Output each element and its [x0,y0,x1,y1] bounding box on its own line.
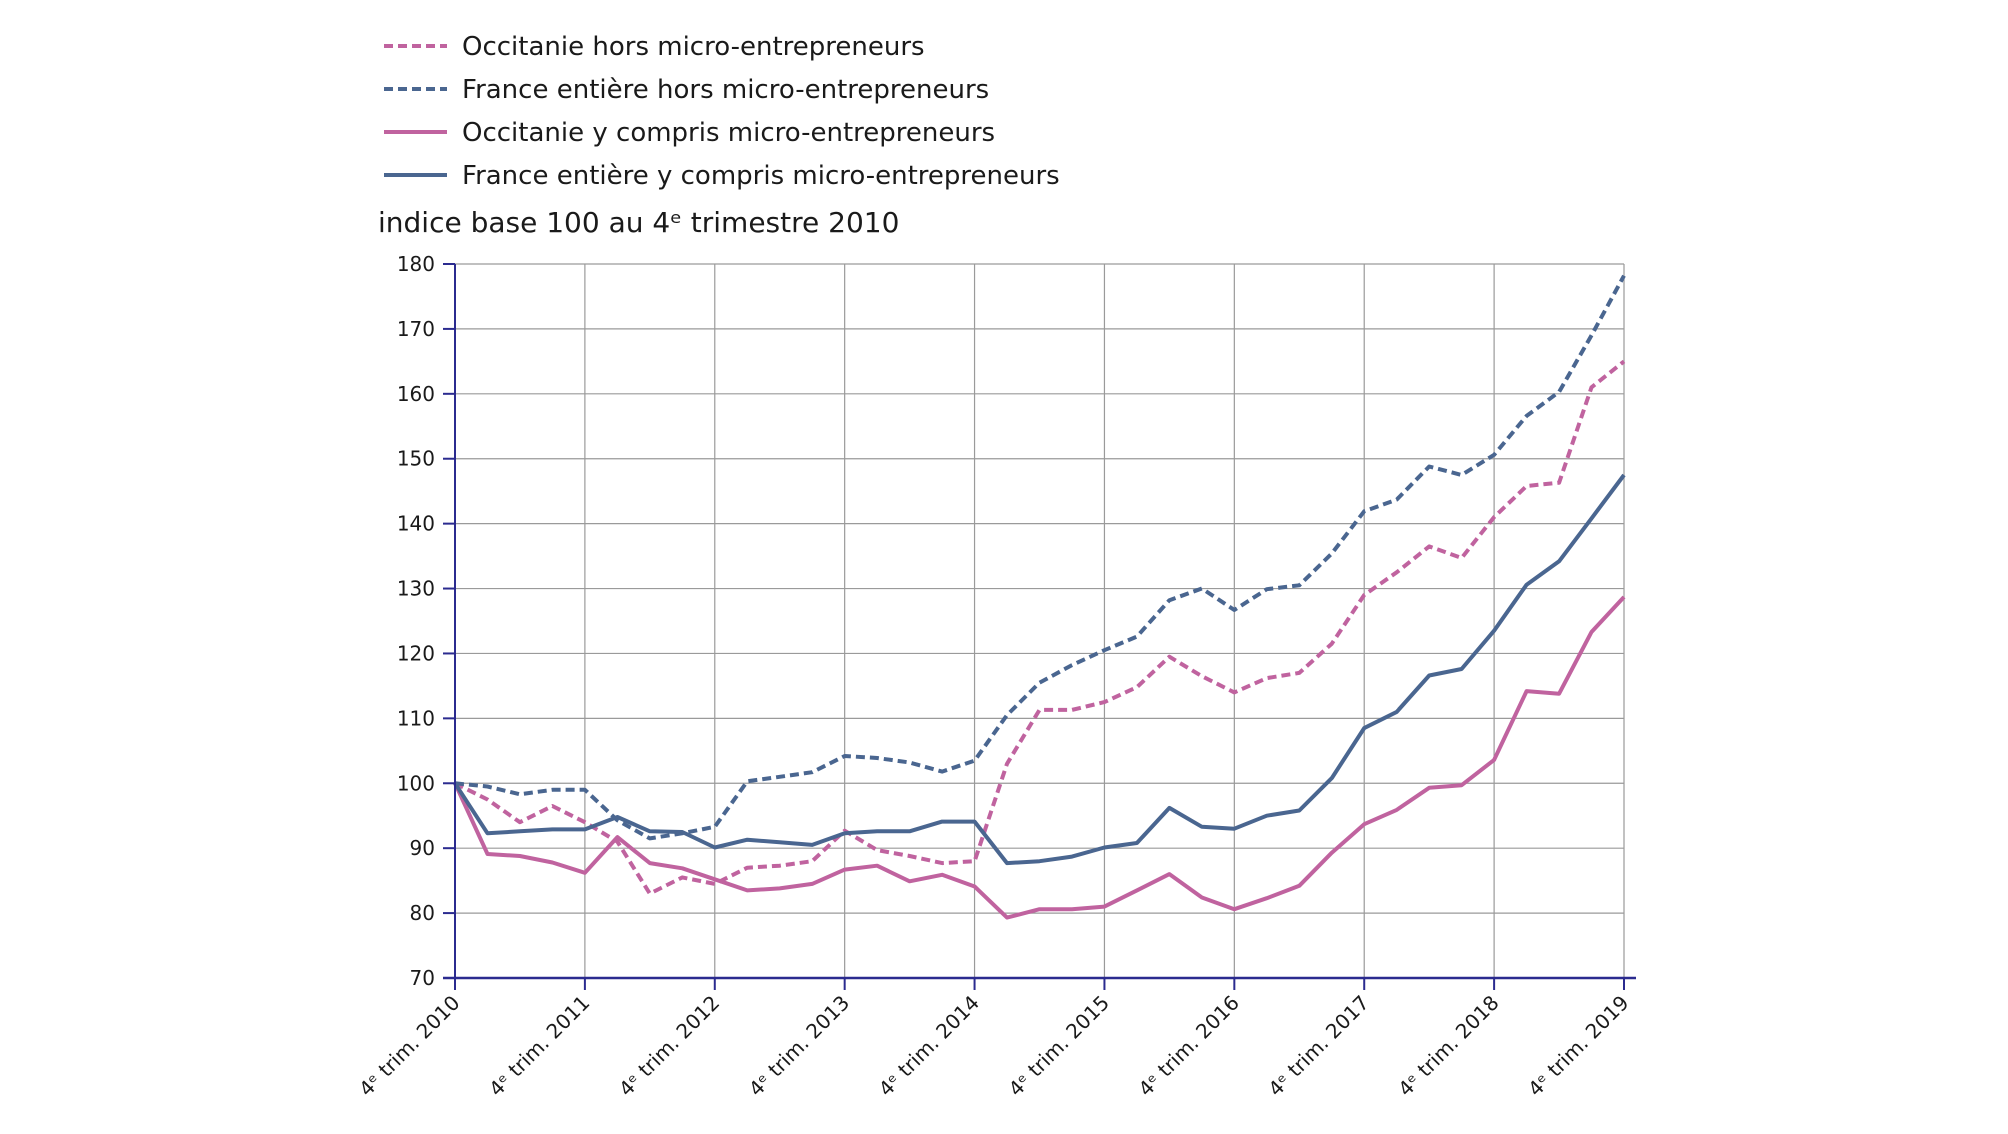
x-tick-label: 4ᵉ trim. 2011 [484,991,594,1101]
series-lines [453,274,1626,920]
y-tick-label: 100 [397,771,435,795]
y-tick-label: 110 [397,706,435,730]
y-tick-label: 120 [397,641,435,665]
y-tick-label: 70 [410,966,435,990]
x-tick-label: 4ᵉ trim. 2013 [744,991,854,1101]
y-axis-unit-label: indice base 100 au 4ᵉ trimestre 2010 [378,206,899,239]
x-tick-label: 4ᵉ trim. 2012 [614,991,724,1101]
y-tick-label: 80 [410,901,435,925]
grid [455,263,1625,978]
y-tick-labels: 70 80 90 100 110 120 130 140 150 160 170 180 [397,252,435,990]
y-tick-label: 90 [410,836,435,860]
legend-label-2: France entière hors micro-entrepreneurs [462,75,989,105]
y-tick-label: 150 [397,447,435,471]
axes [443,263,1636,990]
y-tick-label: 170 [397,317,435,341]
legend: Occitanie hors micro-entrepreneurs France… [384,32,1060,191]
x-tick-labels: 4ᵉ trim. 2010 4ᵉ trim. 2011 4ᵉ trim. 2012 4… [354,991,1633,1101]
series-line-4 [453,473,1626,866]
x-tick-label: 4ᵉ trim. 2019 [1523,991,1633,1101]
x-tick-label: 4ᵉ trim. 2016 [1133,991,1243,1101]
y-tick-label: 130 [397,577,435,601]
series-line-1 [454,359,1626,896]
x-tick-label: 4ᵉ trim. 2010 [354,991,464,1101]
series-line-2 [454,274,1626,841]
y-tick-label: 140 [397,512,435,536]
x-tick-label: 4ᵉ trim. 2017 [1263,991,1373,1101]
series-line-3 [453,595,1626,920]
x-tick-label: 4ᵉ trim. 2018 [1393,991,1503,1101]
legend-label-3: Occitanie y compris micro-entrepreneurs [462,118,995,148]
y-tick-label: 180 [397,252,435,276]
y-tick-label: 160 [397,382,435,406]
legend-label-4: France entière y compris micro-entrepren… [462,161,1060,191]
x-tick-label: 4ᵉ trim. 2015 [1004,991,1114,1101]
legend-label-1: Occitanie hors micro-entrepreneurs [462,32,925,62]
x-tick-label: 4ᵉ trim. 2014 [874,991,984,1101]
